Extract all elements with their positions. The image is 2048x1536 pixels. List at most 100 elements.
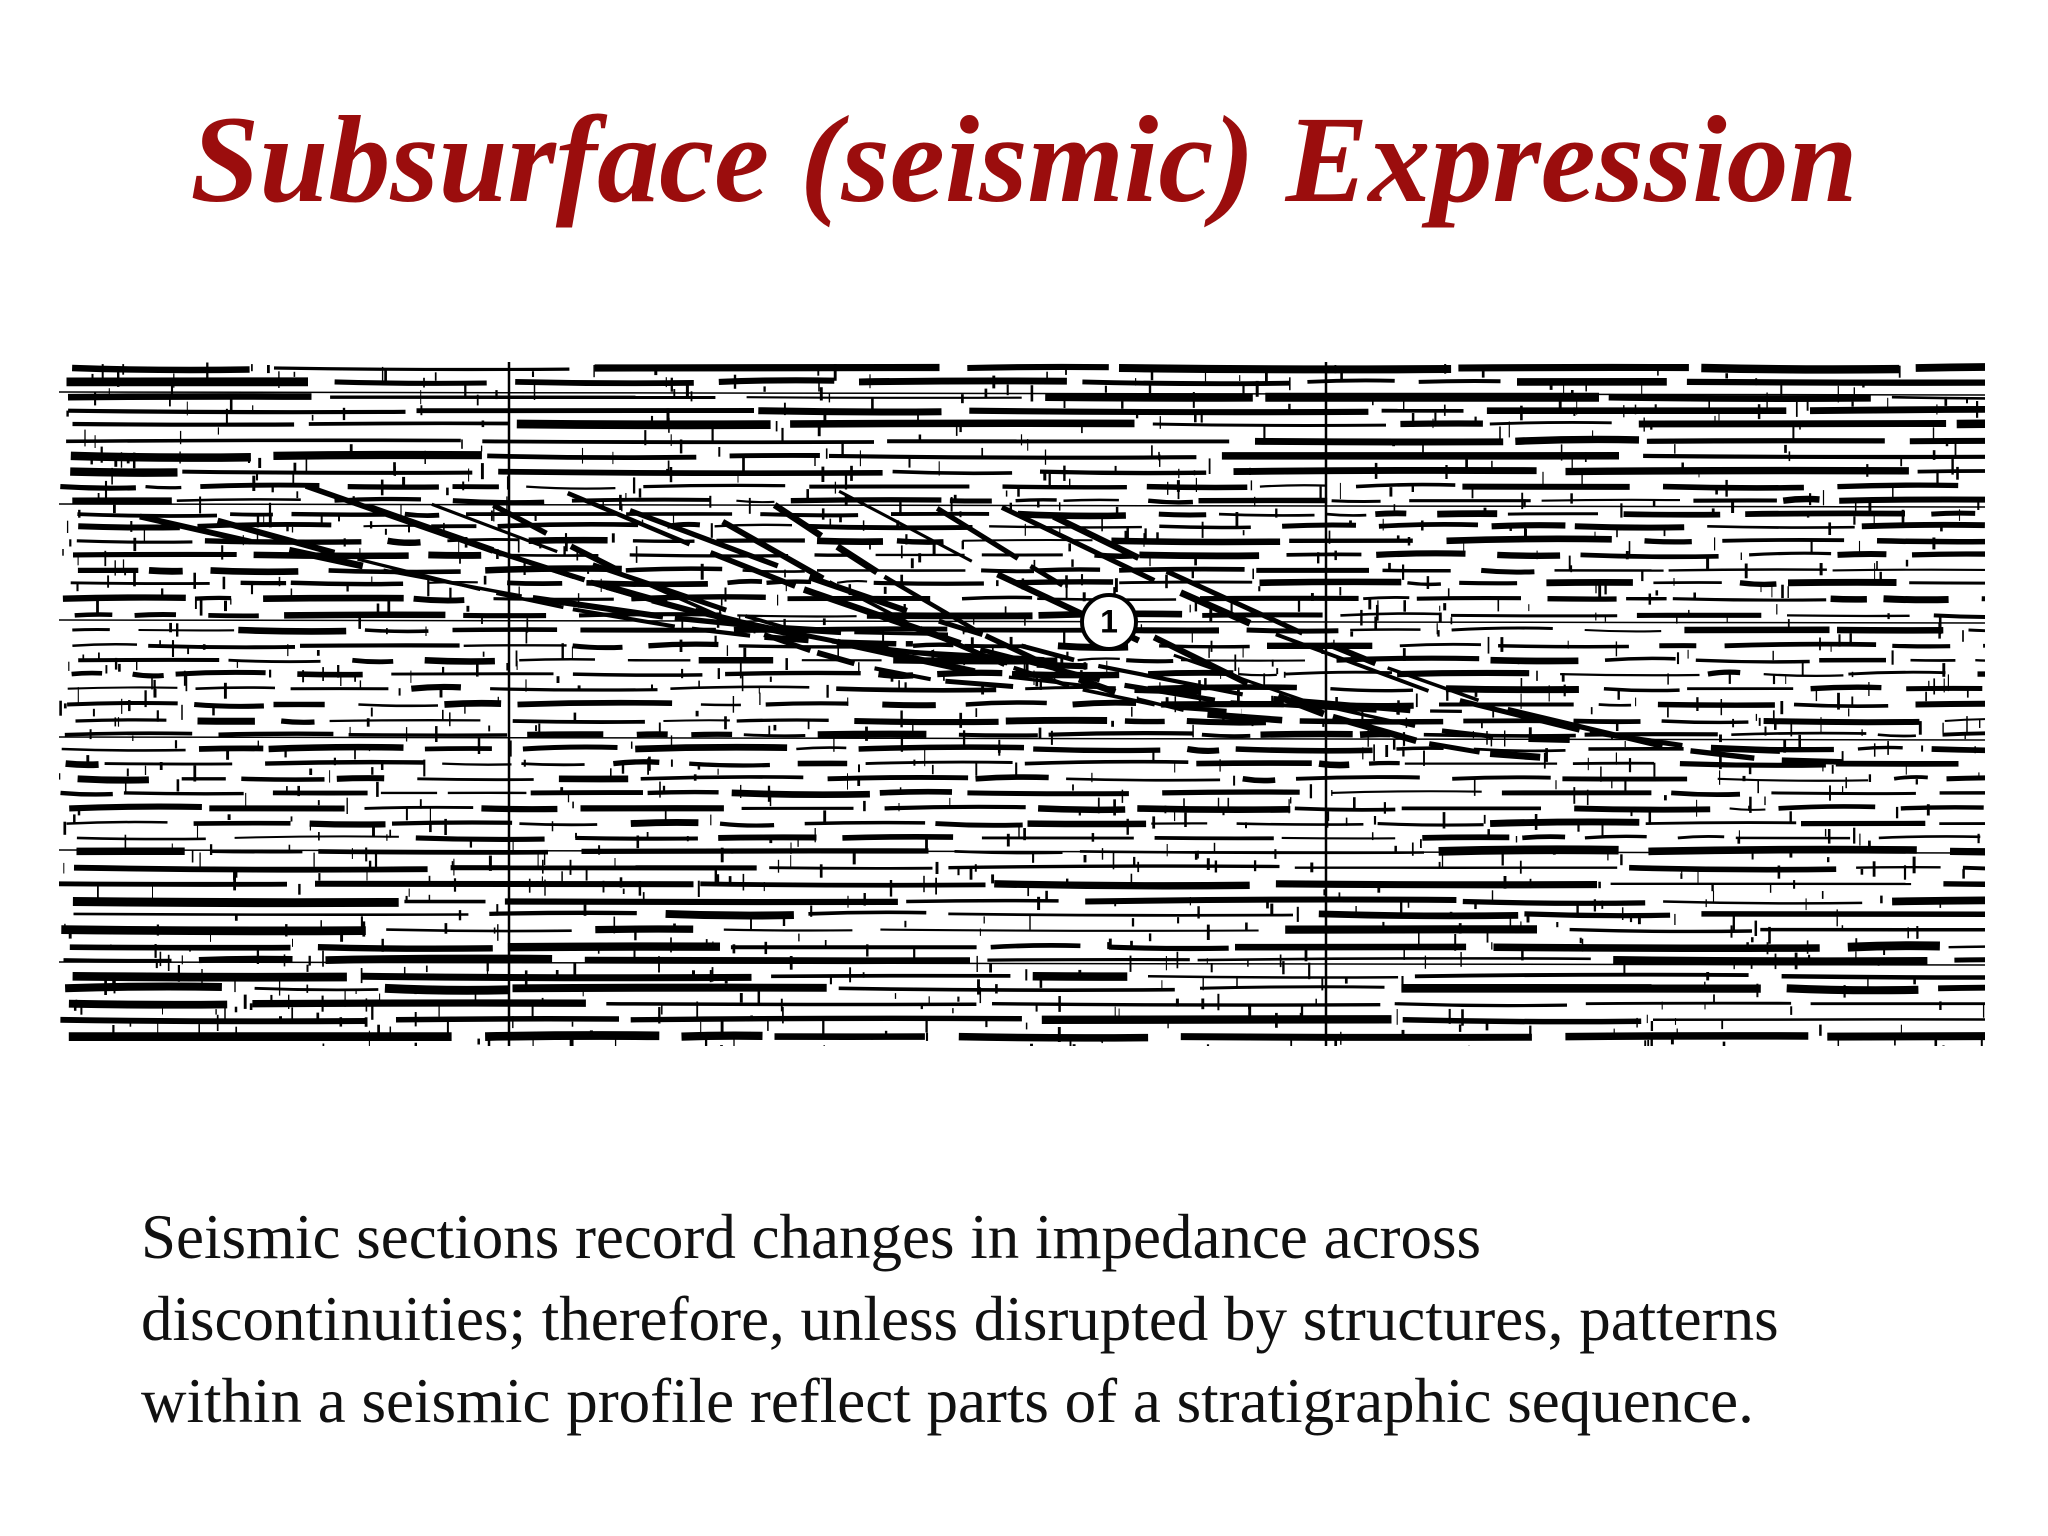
reflector (630, 1015, 1022, 1023)
reflector (689, 761, 770, 768)
reflector (1441, 728, 1494, 739)
reflector (882, 701, 936, 709)
reflector (1710, 744, 1781, 754)
reflector (763, 632, 812, 654)
reflector (1275, 880, 1598, 889)
reflector (492, 502, 548, 536)
slide-title: Subsurface (seismic) Expression (190, 91, 1858, 228)
reflector (1259, 578, 1402, 587)
reflector (69, 803, 202, 812)
reflector (329, 719, 481, 723)
reflector (1024, 759, 1189, 766)
reflector (1147, 975, 1399, 979)
reflector (1604, 656, 1676, 662)
reflector (1489, 750, 1541, 761)
reflector (134, 612, 177, 618)
reflector (415, 835, 545, 843)
reflector (498, 468, 883, 477)
reflector (975, 774, 1049, 782)
reflector (1446, 535, 1612, 545)
reflector (1893, 775, 1928, 781)
reflector (1238, 673, 1277, 677)
reflector (1891, 395, 1985, 400)
reflector (1402, 1017, 1642, 1025)
reflector (1397, 669, 1530, 678)
reflector (981, 568, 1035, 574)
reflector (1522, 834, 1566, 841)
reflector (958, 732, 1038, 738)
reflector (1498, 644, 1629, 649)
reflector (636, 731, 668, 738)
reflector (1739, 580, 1777, 588)
reflector (595, 925, 694, 934)
reflector (1892, 896, 1985, 906)
reflector (651, 597, 698, 616)
reflector (1162, 789, 1300, 796)
reflector (1608, 393, 1871, 403)
reflector (489, 910, 637, 917)
reflector (67, 686, 178, 690)
reflector (892, 469, 1013, 476)
reflector (1580, 552, 1719, 560)
reflector (68, 999, 228, 1009)
reflector (72, 642, 138, 648)
reflector (1944, 718, 1985, 722)
body-line: discontinuities; therefore, unless disru… (141, 1284, 1779, 1354)
reflector (1459, 580, 1518, 586)
reflector (743, 733, 806, 738)
marker-label: 1 (1100, 603, 1118, 639)
reflector (228, 658, 321, 664)
reflector (62, 594, 186, 602)
reflector (1679, 761, 1826, 768)
reflector (77, 775, 149, 784)
reflector (1299, 718, 1444, 725)
reflector (647, 789, 719, 796)
reflector (1883, 595, 1949, 604)
reflector (1445, 685, 1579, 694)
reflector (1378, 521, 1479, 529)
reflector (1983, 643, 1985, 648)
reflector (994, 880, 1250, 890)
reflector (1707, 524, 1855, 529)
reflector (507, 942, 721, 952)
reflector (410, 683, 462, 692)
reflector (1158, 511, 1207, 518)
reflector (1331, 499, 1381, 503)
reflector (1207, 711, 1283, 724)
reflector (1956, 419, 1985, 429)
reflector (718, 377, 835, 385)
reflector (827, 775, 969, 782)
reflector (280, 718, 315, 725)
reflector (64, 731, 193, 737)
reflector (1954, 957, 1985, 963)
reflector (589, 579, 636, 599)
reflector (1038, 567, 1101, 573)
reflector (1981, 596, 1985, 602)
reflector (1000, 505, 1156, 583)
reflector (1418, 379, 1501, 384)
reflector (500, 551, 575, 580)
reflector (1377, 822, 1484, 827)
reflector (1218, 512, 1315, 517)
reflector (506, 580, 563, 587)
reflector (765, 701, 849, 707)
reflector (612, 759, 660, 767)
reflector (387, 537, 421, 547)
reflector (1331, 790, 1482, 794)
reflector (1968, 628, 1985, 633)
reflector (352, 657, 394, 665)
reflector (1574, 523, 1685, 531)
reflector (572, 672, 703, 677)
reflector (512, 719, 645, 724)
reflector (1318, 760, 1350, 769)
reflector (1648, 845, 1917, 856)
reflector (1942, 731, 1985, 737)
reflector (858, 744, 1025, 752)
reflector (1643, 453, 1985, 460)
reflector (1877, 733, 1916, 738)
reflector (1039, 469, 1207, 476)
reflector (1830, 595, 1867, 603)
reflector (216, 517, 336, 556)
reflector (78, 523, 180, 531)
reflector (828, 580, 909, 624)
